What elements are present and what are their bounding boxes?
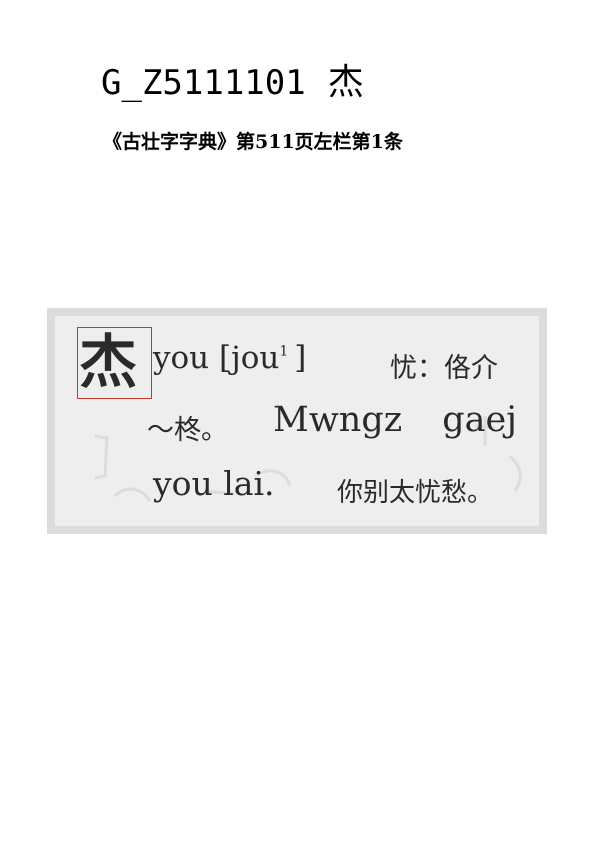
bleed-through-texture [94,416,522,502]
example-word-1: Mwngz [273,400,403,440]
tone-mark: 1 [279,343,289,360]
entry-code: G_Z5111101 [101,63,306,103]
romanization: you [jou [153,340,280,376]
dictionary-scan-image: 杰 you [jou1] 忧：佫介 ～柊。 Mwngz gaej you lai.… [47,308,547,534]
example-word-2: gaej [442,400,518,440]
source-reference: 《古壮字字典》第511页左栏第1条 [103,131,403,153]
entry-glyph: 杰 [327,62,364,103]
example-translation: 你别太忧愁。 [337,478,494,508]
bracket-close: ] [294,340,307,376]
example-cjk: ～柊。 [147,415,228,446]
example-zhuang-line-2: Mwngz gaej [273,400,517,440]
pronunciation-text: you [jou1] [153,340,306,376]
headword-highlight-box [77,327,152,399]
scan-inner: 杰 you [jou1] 忧：佫介 ～柊。 Mwngz gaej you lai.… [55,316,539,526]
gloss-line-1: 忧：佫介 [390,353,498,384]
example-zhuang-line-3: you lai. [153,464,275,503]
entry-code-title: G_Z5111101 杰 [101,62,364,104]
headword-character: 杰 [79,328,138,396]
